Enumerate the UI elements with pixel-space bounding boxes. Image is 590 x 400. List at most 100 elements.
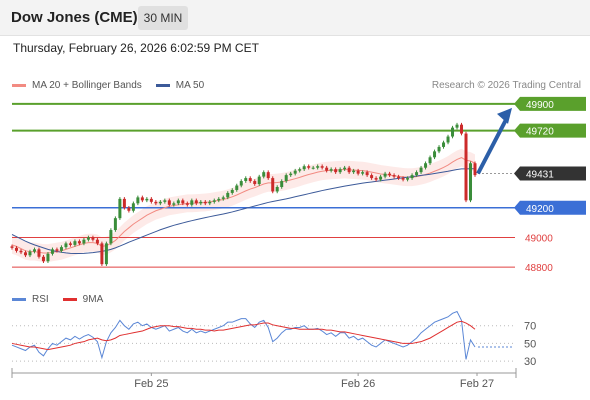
- candle-body: [118, 198, 122, 219]
- candle-body: [46, 253, 50, 262]
- candle-body: [401, 178, 405, 180]
- candle-body: [23, 252, 27, 256]
- candle-body: [149, 198, 153, 202]
- candle-body: [127, 207, 131, 211]
- candle-body: [325, 167, 329, 171]
- legend-swatch-9ma: [62, 298, 77, 301]
- candle-body: [194, 200, 198, 204]
- legend-item-rsi: RSI: [12, 294, 49, 305]
- level-tag-49431: [514, 166, 586, 181]
- candle-body: [352, 170, 356, 173]
- candle-body: [262, 172, 266, 177]
- candle-body: [460, 124, 464, 134]
- level-tag-49720: [514, 123, 586, 138]
- candle-body: [181, 200, 185, 204]
- candle-body: [113, 218, 117, 231]
- candle-body: [37, 249, 41, 257]
- candle-body: [442, 142, 446, 147]
- research-credit: Research © 2026 Trading Central: [431, 80, 581, 91]
- candle-body: [154, 201, 158, 204]
- level-label-49000: 49000: [525, 233, 553, 244]
- candle-body: [410, 175, 414, 179]
- candle-body: [203, 201, 207, 204]
- candle-body: [95, 239, 99, 244]
- legend-swatch-ma20: [12, 84, 26, 87]
- legend-swatch-ma50: [155, 84, 170, 87]
- rsi-axis-label-50: 50: [524, 338, 536, 350]
- candle-body: [109, 230, 113, 244]
- candle-body: [68, 243, 72, 245]
- candle-body: [464, 133, 468, 201]
- candle-body: [167, 200, 171, 205]
- forecast-arrow-shaft: [476, 114, 510, 175]
- legend-item-ma50: MA 50: [155, 80, 204, 91]
- candle-body: [122, 198, 126, 208]
- candle-body: [424, 163, 428, 168]
- candle-body: [19, 250, 23, 253]
- candle-body: [28, 251, 32, 256]
- candle-body: [212, 200, 216, 202]
- candle-body: [356, 170, 360, 174]
- candle-body: [163, 200, 167, 202]
- candle-body: [136, 197, 140, 204]
- candle-body: [217, 198, 221, 201]
- candle-body: [419, 167, 423, 173]
- rsi-line: [11, 310, 476, 360]
- candle-body: [343, 167, 347, 170]
- candle-body: [64, 243, 68, 248]
- candle-body: [293, 170, 297, 174]
- x-axis-label-1: Feb 26: [341, 378, 375, 390]
- candle-body: [253, 181, 257, 185]
- candle-body: [271, 178, 275, 192]
- candle-body: [406, 178, 410, 180]
- candle-body: [91, 237, 95, 240]
- candle-body: [370, 175, 374, 179]
- candle-body: [82, 239, 86, 244]
- rsi-axis-label-30: 30: [524, 356, 536, 368]
- candle-body: [235, 185, 239, 190]
- level-label-49200: 49200: [526, 204, 554, 215]
- candle-body: [437, 146, 441, 152]
- ma20-line: [11, 157, 476, 254]
- candle-body: [86, 237, 90, 240]
- candle-body: [361, 172, 365, 174]
- candle-body: [320, 166, 324, 168]
- candle-body: [374, 178, 378, 180]
- candle-body: [433, 151, 437, 158]
- symbol-title: Dow Jones (CME): [11, 9, 138, 26]
- legend-label-ma20: MA 20 + Bollinger Bands: [32, 80, 142, 91]
- legend-item-ma20: MA 20 + Bollinger Bands: [12, 80, 142, 91]
- candle-body: [302, 166, 306, 170]
- candle-body: [365, 172, 369, 176]
- candle-body: [379, 176, 383, 180]
- candle-body: [55, 249, 59, 251]
- candle-body: [298, 169, 302, 171]
- candle-body: [347, 167, 351, 173]
- candle-body: [392, 175, 396, 177]
- candle-body: [455, 124, 459, 128]
- candle-body: [248, 178, 252, 182]
- candle-body: [338, 169, 342, 173]
- candle-body: [199, 201, 203, 204]
- candle-body: [77, 241, 81, 244]
- candle-body: [307, 166, 311, 168]
- candle-body: [280, 181, 284, 187]
- candle-body: [32, 249, 36, 252]
- candle-body: [208, 201, 212, 204]
- level-label-48800: 48800: [525, 263, 553, 274]
- candle-body: [176, 200, 180, 204]
- candle-body: [145, 198, 149, 201]
- legend-label-9ma: 9MA: [82, 294, 104, 305]
- candle-body: [10, 246, 14, 248]
- x-axis-label-0: Feb 25: [134, 378, 168, 390]
- candle-body: [284, 175, 288, 182]
- candle-body: [428, 157, 432, 164]
- candle-body: [239, 181, 243, 186]
- chart-datetime: Thursday, February 26, 2026 6:02:59 PM C…: [13, 41, 259, 55]
- forecast-arrow-head: [497, 107, 512, 124]
- candle-body: [185, 203, 189, 205]
- candle-body: [140, 197, 144, 201]
- timeframe-button[interactable]: 30 MIN: [138, 6, 188, 30]
- level-label-49431: 49431: [526, 169, 554, 180]
